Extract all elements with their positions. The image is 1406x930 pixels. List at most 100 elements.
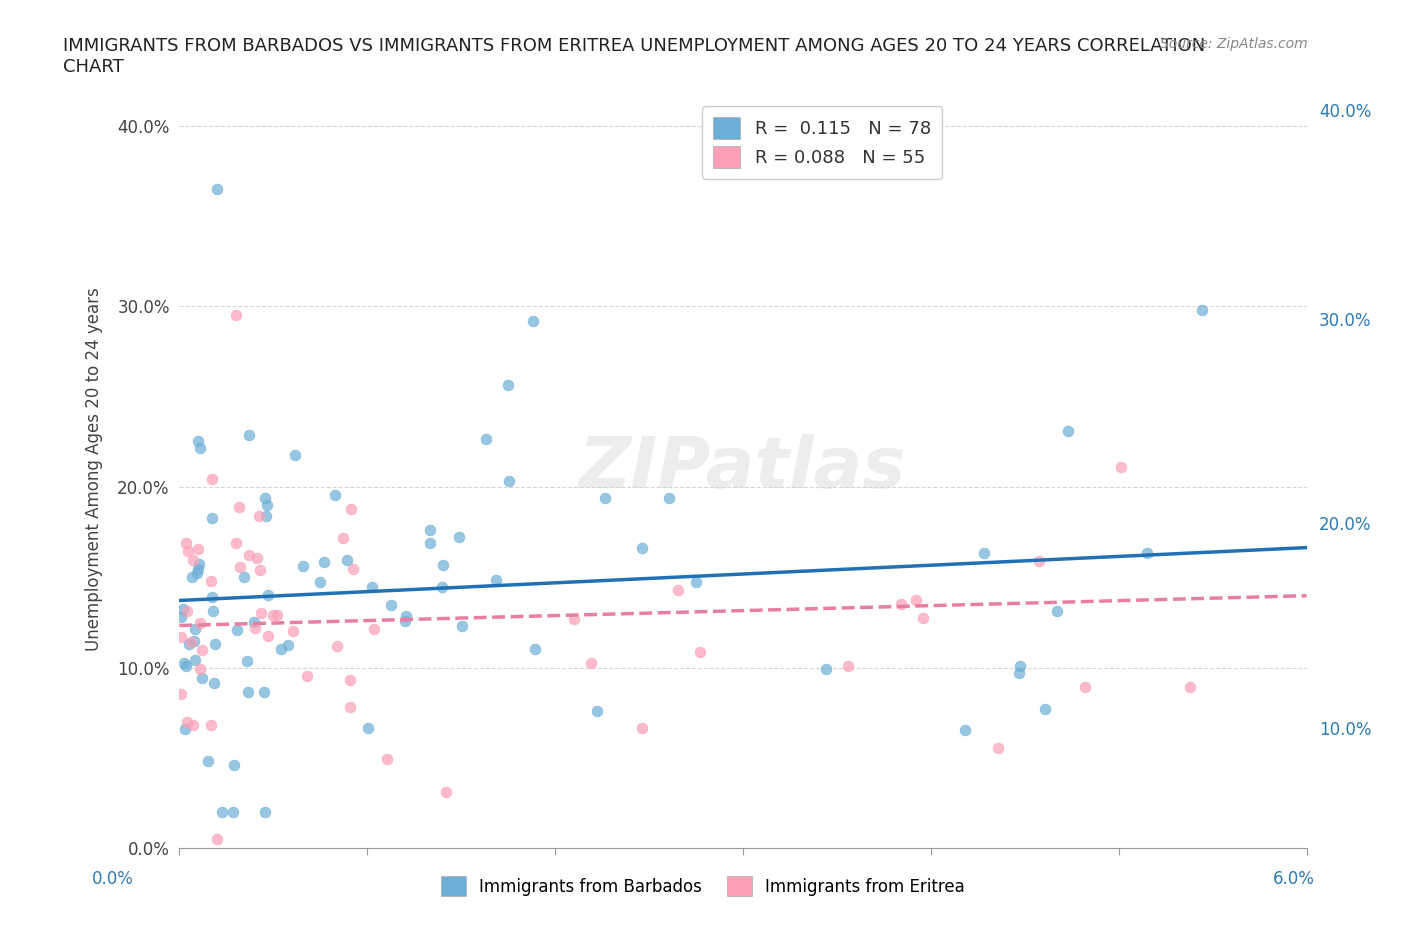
Point	[191, 671, 214, 685]
Point	[253, 804, 276, 819]
Point	[837, 658, 859, 673]
Text: IMMIGRANTS FROM BARBADOS VS IMMIGRANTS FROM ERITREA UNEMPLOYMENT AMONG AGES 20 T: IMMIGRANTS FROM BARBADOS VS IMMIGRANTS F…	[63, 37, 1205, 76]
Point	[254, 491, 277, 506]
Point	[436, 785, 458, 800]
Point	[184, 621, 207, 636]
Point	[176, 604, 198, 618]
Point	[1028, 554, 1050, 569]
Text: 10.0%: 10.0%	[1319, 721, 1371, 739]
Point	[394, 614, 416, 629]
Point	[222, 757, 245, 772]
Point	[593, 490, 616, 505]
Point	[283, 623, 305, 638]
Point	[186, 565, 208, 580]
Point	[238, 548, 260, 563]
Point	[336, 552, 359, 567]
Point	[1057, 424, 1080, 439]
Point	[496, 378, 519, 392]
Point	[211, 804, 233, 819]
Point	[253, 684, 276, 699]
Text: 6.0%: 6.0%	[1272, 870, 1315, 888]
Point	[419, 536, 441, 551]
Point	[905, 592, 928, 607]
Point	[201, 511, 224, 525]
Point	[1191, 302, 1213, 317]
Point	[815, 661, 838, 676]
Point	[174, 659, 197, 674]
Point	[181, 552, 204, 567]
Text: 20.0%: 20.0%	[1319, 516, 1371, 535]
Point	[987, 740, 1010, 755]
Point	[242, 615, 264, 630]
Point	[375, 751, 398, 766]
Point	[685, 574, 707, 589]
Point	[447, 529, 470, 544]
Point	[394, 609, 416, 624]
Text: ZIPatlas: ZIPatlas	[579, 434, 907, 503]
Point	[249, 562, 271, 577]
Point	[430, 579, 453, 594]
Point	[187, 562, 209, 577]
Point	[180, 634, 202, 649]
Point	[204, 637, 226, 652]
Point	[187, 557, 209, 572]
Point	[631, 541, 654, 556]
Point	[432, 558, 454, 573]
Point	[174, 722, 197, 737]
Point	[973, 546, 995, 561]
Point	[188, 441, 211, 456]
Point	[380, 597, 402, 612]
Point	[181, 718, 204, 733]
Point	[339, 699, 361, 714]
Point	[581, 656, 603, 671]
Point	[326, 639, 349, 654]
Point	[262, 607, 284, 622]
Point	[266, 607, 288, 622]
Point	[243, 621, 266, 636]
Legend: Immigrants from Barbados, Immigrants from Eritrea: Immigrants from Barbados, Immigrants fro…	[434, 870, 972, 903]
Point	[238, 684, 260, 699]
Point	[170, 686, 193, 701]
Point	[1035, 701, 1057, 716]
Point	[170, 609, 193, 624]
Point	[631, 721, 654, 736]
Point	[277, 638, 299, 653]
Point	[284, 448, 307, 463]
Point	[205, 181, 228, 196]
Point	[177, 543, 200, 558]
Text: Source: ZipAtlas.com: Source: ZipAtlas.com	[1160, 37, 1308, 51]
Point	[188, 662, 211, 677]
Point	[238, 428, 260, 443]
Point	[357, 720, 380, 735]
Point	[522, 313, 544, 328]
Legend: R =  0.115   N = 78, R = 0.088   N = 55: R = 0.115 N = 78, R = 0.088 N = 55	[702, 106, 942, 179]
Point	[419, 523, 441, 538]
Text: 40.0%: 40.0%	[1319, 102, 1371, 121]
Point	[188, 615, 211, 630]
Point	[1010, 658, 1032, 673]
Point	[1046, 604, 1069, 618]
Point	[187, 434, 209, 449]
Point	[1111, 459, 1133, 474]
Point	[257, 628, 280, 643]
Point	[180, 569, 202, 584]
Point	[232, 570, 254, 585]
Point	[187, 542, 209, 557]
Point	[312, 554, 335, 569]
Point	[221, 804, 243, 819]
Point	[339, 672, 361, 687]
Point	[228, 499, 250, 514]
Point	[200, 574, 222, 589]
Point	[197, 753, 219, 768]
Point	[524, 642, 547, 657]
Point	[1074, 679, 1097, 694]
Point	[485, 572, 508, 587]
Point	[308, 575, 330, 590]
Point	[340, 501, 363, 516]
Point	[225, 622, 247, 637]
Point	[323, 487, 346, 502]
Point	[292, 559, 315, 574]
Point	[475, 432, 498, 446]
Y-axis label: Unemployment Among Ages 20 to 24 years: Unemployment Among Ages 20 to 24 years	[86, 287, 103, 651]
Point	[247, 509, 270, 524]
